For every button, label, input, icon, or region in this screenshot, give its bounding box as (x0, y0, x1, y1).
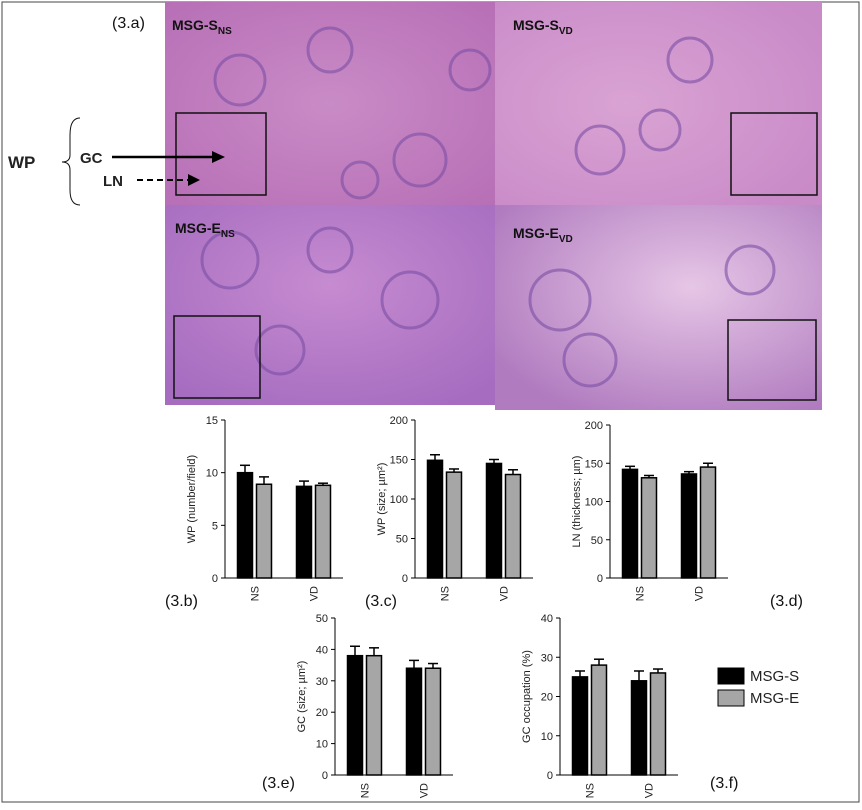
y-tick-label: 5 (212, 520, 218, 532)
panel-label: (3.f) (710, 775, 738, 792)
y-tick-label: 10 (316, 739, 328, 751)
y-tick-label: 200 (390, 415, 408, 427)
image-label: MSG-SVD (513, 17, 573, 37)
legend-swatch (717, 689, 745, 707)
annotation: GC (80, 150, 103, 167)
y-tick-label: 200 (585, 420, 603, 432)
arrow-head (188, 174, 200, 186)
bar (405, 667, 423, 776)
y-tick-label: 15 (206, 415, 218, 427)
brace (61, 117, 81, 206)
y-tick-label: 150 (390, 455, 408, 467)
y-tick-label: 20 (541, 692, 553, 704)
y-tick-label: 50 (396, 534, 408, 546)
bar (699, 466, 717, 579)
bar (255, 483, 273, 579)
legend-label: MSG-E (750, 690, 799, 707)
y-tick-label: 50 (591, 535, 603, 547)
bar (640, 477, 658, 579)
x-tick-label: NS (635, 586, 647, 601)
x-tick-label: NS (250, 586, 262, 601)
y-tick-label: 0 (322, 770, 328, 782)
bar (426, 459, 444, 579)
bar (485, 462, 503, 579)
panel-label: (3.b) (165, 593, 198, 610)
y-tick-label: 0 (547, 770, 553, 782)
y-tick-label: 40 (541, 613, 553, 625)
micrograph (495, 2, 822, 205)
bar (630, 680, 648, 776)
y-axis-label: GC (size; µm²) (296, 661, 308, 733)
bar (314, 484, 332, 579)
x-tick-label: VD (419, 783, 431, 798)
y-tick-label: 0 (212, 573, 218, 585)
micrograph (495, 205, 822, 410)
image-label: MSG-EVD (513, 225, 573, 245)
micrographs: MSG-SNS MSG-SVD MSG-ENS MSG-EVD (165, 2, 822, 410)
bar (504, 473, 522, 579)
bar (571, 676, 589, 776)
y-tick-label: 0 (402, 573, 408, 585)
bar (236, 471, 254, 579)
x-tick-label: NS (585, 783, 597, 798)
y-tick-label: 10 (206, 468, 218, 480)
panel-label: (3.a) (112, 15, 145, 32)
micrograph (165, 205, 495, 405)
y-axis-label: WP (number/field) (186, 455, 198, 543)
annotation: LN (103, 173, 123, 190)
panel-label: (3.d) (770, 593, 803, 610)
image-label: MSG-ENS (175, 220, 235, 240)
arrow-head (212, 151, 225, 163)
x-tick-label: VD (694, 586, 706, 601)
x-tick-label: NS (360, 783, 372, 798)
bar (590, 664, 608, 776)
y-tick-label: 20 (316, 707, 328, 719)
y-tick-label: 0 (597, 573, 603, 585)
y-tick-label: 30 (541, 652, 553, 664)
x-tick-label: VD (309, 586, 321, 601)
y-tick-label: 100 (390, 494, 408, 506)
panel-label: (3.e) (262, 775, 295, 792)
bar (365, 654, 383, 776)
bar (424, 667, 442, 776)
legend: MSG-S MSG-E (717, 667, 799, 707)
bar (649, 672, 667, 776)
x-tick-label: NS (440, 586, 452, 601)
bar (295, 485, 313, 579)
legend-label: MSG-S (750, 668, 799, 685)
panel-label: (3.c) (365, 593, 397, 610)
annotation: WP (8, 153, 35, 172)
bar (445, 471, 463, 579)
bar (621, 468, 639, 579)
micrograph (165, 2, 495, 205)
bar (680, 473, 698, 579)
y-tick-label: 40 (316, 644, 328, 656)
x-tick-label: VD (499, 586, 511, 601)
y-axis-label: WP (size; µm²) (376, 463, 388, 536)
y-tick-label: 100 (585, 497, 603, 509)
legend-swatch (717, 667, 745, 685)
x-tick-label: VD (644, 783, 656, 798)
y-axis-label: GC occupation (%) (521, 650, 533, 743)
image-label: MSG-SNS (172, 17, 232, 37)
y-tick-label: 30 (316, 676, 328, 688)
bar (346, 654, 364, 776)
y-tick-label: 10 (541, 731, 553, 743)
y-tick-label: 50 (316, 613, 328, 625)
y-axis-label: LN (thickness; µm) (571, 456, 583, 548)
y-tick-label: 150 (585, 458, 603, 470)
